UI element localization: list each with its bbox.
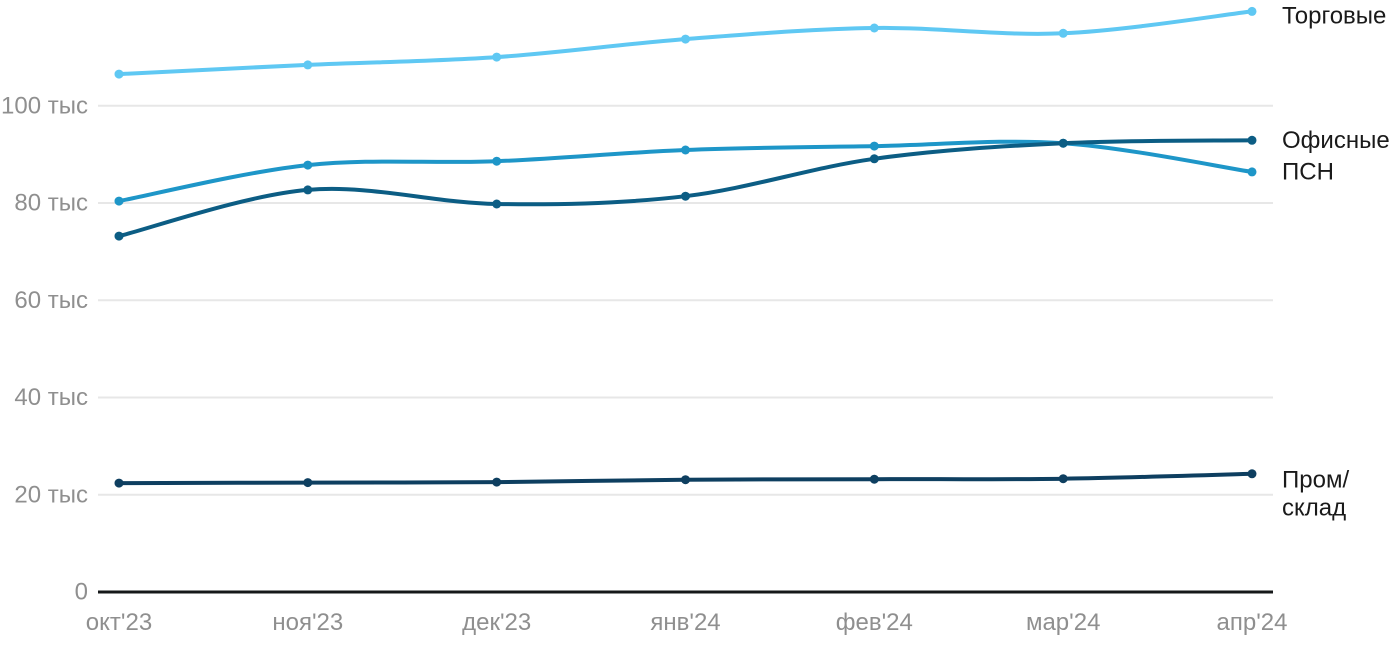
data-point-ofisnye [114,231,124,241]
series-label-prom-sklad: Пром/ [1282,466,1349,493]
data-point-prom-sklad [681,475,690,485]
x-tick-label: фев'24 [836,609,913,636]
data-point-prom-sklad [114,478,124,488]
data-point-ofisnye [492,199,502,209]
data-point-prom-sklad [303,478,313,488]
data-point-psn [114,196,124,206]
data-point-psn [681,145,690,155]
x-tick-label: янв'24 [650,609,720,636]
series-label-prom-sklad: склад [1282,494,1346,521]
series-label-torgovye: Торговые [1282,3,1386,30]
x-tick-label: мар'24 [1026,609,1100,636]
data-point-torgovye [492,52,502,62]
data-point-torgovye [681,34,690,44]
data-point-ofisnye [1058,138,1068,148]
data-point-psn [1247,167,1257,177]
y-tick-label: 60 тыс [14,287,88,314]
series-line-ofisnye [117,138,1254,239]
data-point-prom-sklad [492,477,502,487]
data-point-ofisnye [681,191,690,201]
x-tick-label: ноя'23 [272,609,343,636]
data-point-prom-sklad [869,474,879,484]
data-point-ofisnye [303,185,313,195]
data-point-torgovye [869,23,879,33]
data-point-torgovye [1247,6,1257,16]
data-point-ofisnye [869,154,879,164]
y-tick-label: 80 тыс [14,190,88,217]
y-tick-label: 0 [75,579,88,606]
y-tick-label: 40 тыс [14,384,88,411]
data-point-torgovye [303,60,313,70]
data-point-prom-sklad [1247,469,1257,479]
series-label-psn: ПСН [1282,158,1334,185]
data-point-prom-sklad [1058,474,1068,484]
x-tick-label: окт'23 [86,609,152,636]
data-point-psn [492,156,502,166]
data-point-ofisnye [1247,135,1257,145]
data-point-psn [869,141,879,151]
x-tick-label: апр'24 [1217,609,1288,636]
data-point-psn [303,160,313,170]
data-point-torgovye [1058,28,1068,38]
data-point-torgovye [114,69,124,79]
series-label-ofisnye: Офисные [1282,127,1390,154]
x-tick-label: дек'23 [462,609,531,636]
y-tick-label: 20 тыс [14,481,88,508]
y-tick-label: 100 тыс [1,92,88,119]
